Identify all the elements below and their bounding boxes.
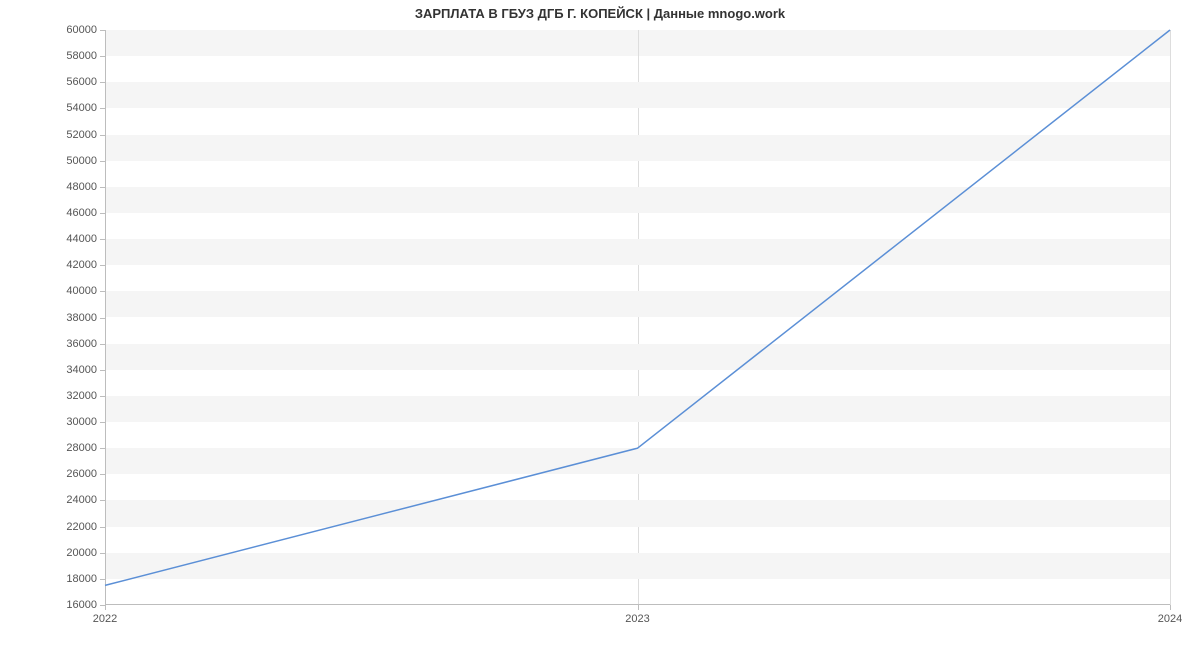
y-tick-label: 48000 (66, 181, 105, 193)
y-tick-label: 36000 (66, 338, 105, 350)
y-tick-label: 40000 (66, 285, 105, 297)
y-tick-label: 18000 (66, 573, 105, 585)
x-tick-label: 2022 (93, 605, 117, 625)
plot-area: 1600018000200002200024000260002800030000… (105, 30, 1170, 605)
y-tick-label: 26000 (66, 468, 105, 480)
x-tick-label: 2023 (625, 605, 649, 625)
y-tick-label: 24000 (66, 494, 105, 506)
y-tick-label: 32000 (66, 390, 105, 402)
y-tick-label: 38000 (66, 312, 105, 324)
y-tick-label: 20000 (66, 547, 105, 559)
y-tick-label: 58000 (66, 50, 105, 62)
y-tick-label: 54000 (66, 102, 105, 114)
chart-title: ЗАРПЛАТА В ГБУЗ ДГБ Г. КОПЕЙСК | Данные … (0, 6, 1200, 21)
x-tick-label: 2024 (1158, 605, 1182, 625)
y-tick-label: 50000 (66, 155, 105, 167)
y-tick-label: 60000 (66, 24, 105, 36)
line-series (105, 30, 1170, 605)
y-tick-label: 42000 (66, 259, 105, 271)
y-tick-label: 46000 (66, 207, 105, 219)
y-tick-label: 22000 (66, 521, 105, 533)
y-tick-label: 56000 (66, 76, 105, 88)
y-tick-label: 52000 (66, 129, 105, 141)
y-tick-label: 34000 (66, 364, 105, 376)
y-tick-label: 44000 (66, 233, 105, 245)
y-tick-label: 28000 (66, 442, 105, 454)
y-tick-label: 30000 (66, 416, 105, 428)
x-gridline (1170, 30, 1171, 605)
